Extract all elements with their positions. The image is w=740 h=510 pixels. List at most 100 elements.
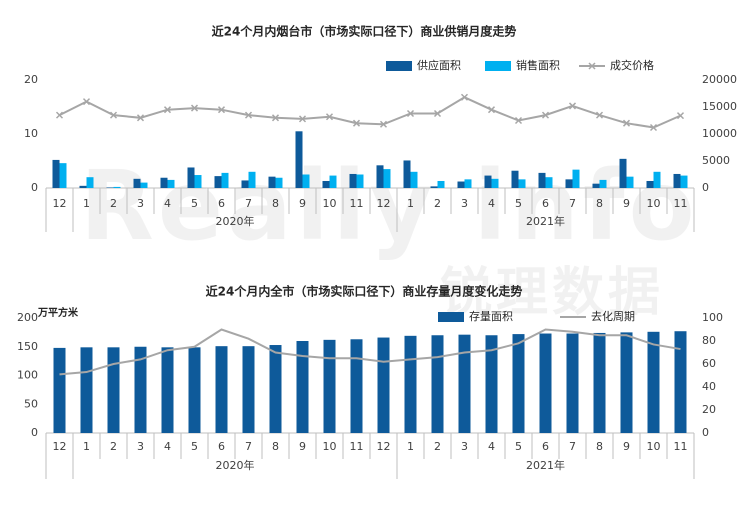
bar-供应面积	[52, 159, 60, 188]
legend-swatch-存量面积	[438, 312, 464, 322]
line-point-成交价格	[433, 109, 442, 118]
y-left-tick-label: 0	[31, 181, 38, 194]
bar-存量面积	[674, 331, 687, 433]
line-point-成交价格	[82, 98, 91, 106]
legend-swatch-销售面积	[485, 61, 511, 71]
x-tick-label: 3	[461, 440, 468, 453]
x-tick-label: 4	[488, 440, 495, 453]
bar-销售面积	[194, 175, 202, 188]
bar-存量面积	[593, 332, 606, 433]
bar-销售面积	[140, 182, 148, 188]
y-right-tick-label: 10000	[702, 127, 737, 140]
x-tick-label: 10	[323, 197, 337, 210]
bar-存量面积	[458, 334, 471, 433]
point-mark	[676, 112, 685, 120]
bar-销售面积	[302, 174, 310, 188]
legend-label-成交价格: 成交价格	[610, 58, 654, 72]
bar-销售面积	[680, 175, 688, 188]
legend-swatch-供应面积	[386, 61, 412, 71]
x-tick-label: 10	[647, 197, 661, 210]
y-right-tick-label: 15000	[702, 100, 737, 113]
bar-存量面积	[134, 346, 147, 433]
y-left-tick-label: 100	[17, 369, 38, 382]
bar-存量面积	[161, 347, 174, 433]
legend-label-存量面积: 存量面积	[469, 309, 513, 323]
point-mark	[163, 106, 172, 114]
bar-销售面积	[545, 177, 553, 188]
bar-销售面积	[59, 163, 67, 188]
line-point-成交价格	[649, 123, 658, 132]
x-tick-label: 11	[674, 197, 688, 210]
bar-销售面积	[86, 177, 94, 188]
x-tick-label: 1	[83, 440, 90, 453]
legend-label-去化周期: 去化周期	[591, 309, 635, 323]
x-tick-label: 8	[596, 440, 603, 453]
bar-存量面积	[323, 339, 336, 433]
x-tick-label: 8	[272, 440, 279, 453]
line-point-成交价格	[676, 112, 685, 120]
bar-供应面积	[430, 186, 438, 188]
point-mark	[622, 119, 631, 127]
bar-销售面积	[518, 179, 526, 188]
bar-供应面积	[187, 167, 195, 188]
x-tick-label: 11	[350, 197, 364, 210]
bar-存量面积	[107, 347, 120, 433]
point-mark	[82, 98, 91, 106]
line-point-成交价格	[136, 114, 145, 122]
bar-存量面积	[539, 333, 552, 433]
bar-销售面积	[599, 179, 607, 188]
bar-存量面积	[512, 334, 525, 433]
line-point-成交价格	[541, 111, 550, 119]
bar-供应面积	[673, 173, 681, 188]
x-tick-label: 9	[623, 197, 630, 210]
point-mark	[595, 111, 604, 119]
bar-存量面积	[431, 335, 444, 433]
x-tick-label: 9	[299, 197, 306, 210]
bar-供应面积	[295, 131, 303, 188]
line-point-成交价格	[406, 109, 415, 118]
point-mark	[352, 119, 361, 127]
point-mark	[109, 111, 118, 119]
point-mark	[55, 111, 64, 119]
point-mark	[649, 123, 658, 132]
year-label: 2021年	[526, 458, 565, 472]
y-left-tick-label: 0	[31, 426, 38, 439]
line-point-成交价格	[595, 111, 604, 119]
bar-存量面积	[485, 335, 498, 433]
x-tick-label: 12	[53, 440, 67, 453]
line-point-成交价格	[244, 111, 253, 119]
x-tick-label: 3	[137, 197, 144, 210]
x-tick-label: 10	[323, 440, 337, 453]
x-tick-label: 7	[569, 440, 576, 453]
x-tick-label: 2	[110, 440, 117, 453]
x-tick-label: 7	[569, 197, 576, 210]
x-tick-label: 6	[542, 197, 549, 210]
chart-1-title: 近24个月内烟台市（市场实际口径下）商业供销月度走势	[212, 24, 517, 39]
line-point-成交价格	[325, 113, 334, 121]
y-right-tick-label: 40	[702, 380, 716, 393]
line-point-成交价格	[271, 114, 280, 122]
x-tick-label: 5	[515, 197, 522, 210]
bar-销售面积	[248, 171, 256, 188]
bar-供应面积	[646, 180, 654, 188]
line-point-成交价格	[190, 104, 199, 112]
x-tick-label: 10	[647, 440, 661, 453]
y-left-tick-label: 150	[17, 340, 38, 353]
bar-存量面积	[566, 333, 579, 433]
bar-销售面积	[437, 180, 445, 188]
bar-供应面积	[619, 158, 627, 188]
x-tick-label: 8	[596, 197, 603, 210]
line-point-成交价格	[109, 111, 118, 119]
bar-销售面积	[356, 174, 364, 188]
point-mark	[568, 102, 577, 110]
x-tick-label: 3	[461, 197, 468, 210]
y-left-tick-label: 20	[24, 73, 38, 86]
point-mark	[460, 93, 469, 101]
line-成交价格	[59, 96, 681, 129]
bar-销售面积	[167, 179, 175, 188]
x-tick-label: 2	[434, 440, 441, 453]
bar-存量面积	[215, 346, 228, 433]
x-tick-label: 12	[377, 197, 391, 210]
x-tick-label: 11	[674, 440, 688, 453]
